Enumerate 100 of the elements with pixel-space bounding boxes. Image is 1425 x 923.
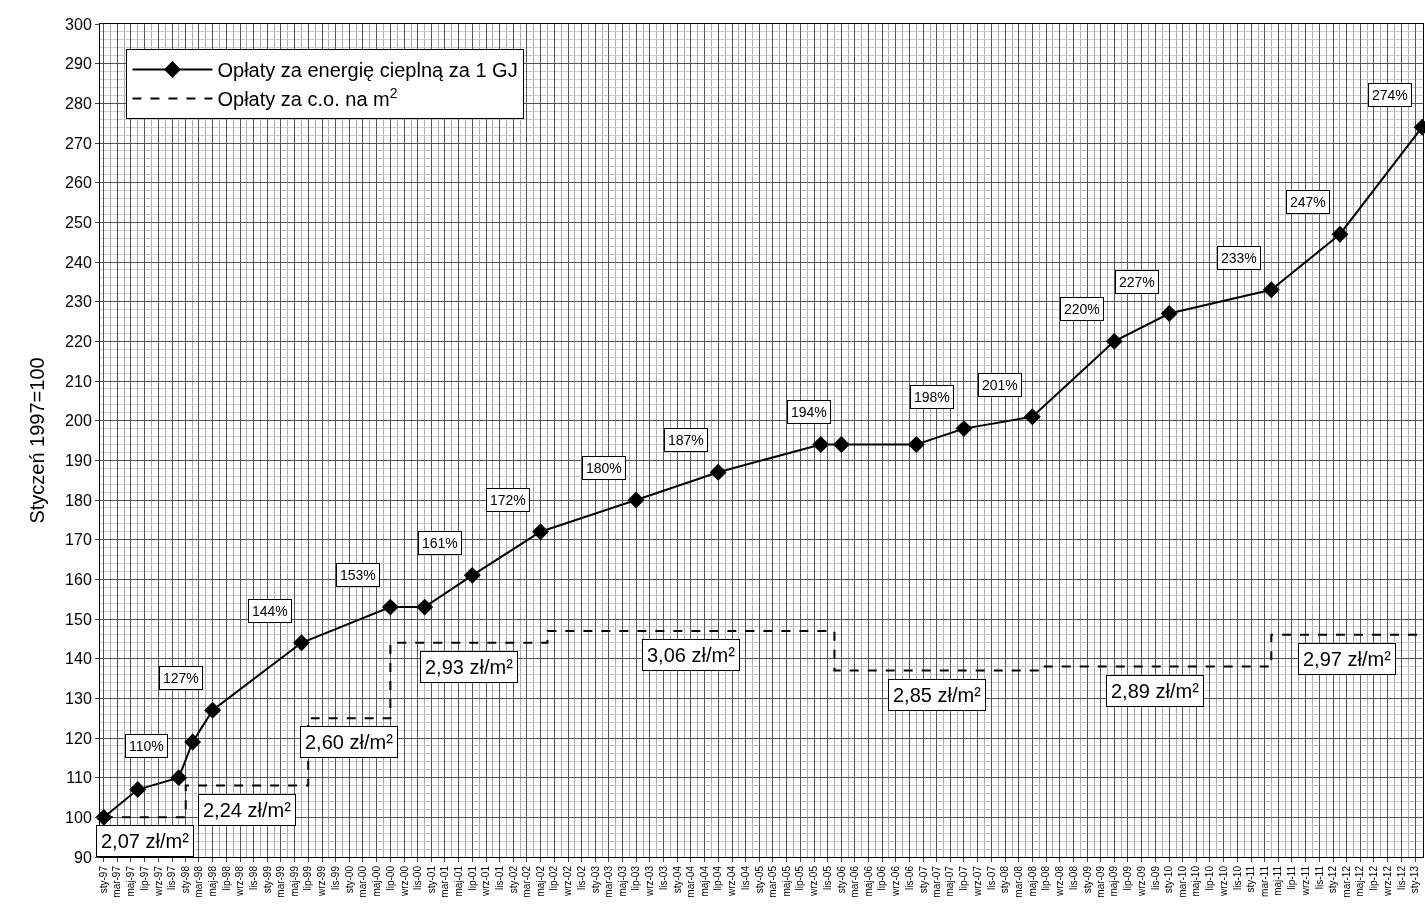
x-tick-label: lis-09 (1149, 865, 1161, 890)
x-tick-label: wrz-01 (480, 865, 492, 898)
x-tick-label: sty-13 (1409, 865, 1421, 894)
x-tick-label: mar-07 (930, 865, 942, 898)
legend-label: Opłaty za c.o. na m$^{2}$ (217, 84, 398, 111)
point (1262, 281, 1280, 299)
data-label: 201% (982, 377, 1018, 393)
x-tick-label: mar-12 (1340, 865, 1352, 898)
x-tick-label: lis-05 (821, 865, 833, 890)
data-label: 274% (1372, 87, 1408, 103)
annotation: 2,89 zł/m² (1111, 680, 1200, 702)
x-tick-label: sty-00 (343, 865, 355, 894)
y-tick-label: 160 (65, 570, 92, 588)
x-tick-label: sty-02 (507, 865, 519, 894)
y-tick-label: 150 (65, 610, 92, 628)
x-tick-label: mar-03 (602, 865, 614, 898)
x-tick-label: mar-99 (275, 865, 287, 898)
y-tick-label: 260 (65, 174, 92, 192)
y-tick-label: 170 (65, 531, 92, 549)
data-label: 153% (340, 567, 376, 583)
x-tick-label: lis-06 (903, 865, 915, 890)
x-tick-label: lip-99 (302, 865, 314, 891)
y-tick-label: 110 (66, 769, 92, 787)
x-tick-label: lis-02 (576, 865, 588, 890)
x-tick-label: mar-05 (766, 865, 778, 898)
x-tick-label: sty-08 (999, 865, 1011, 894)
data-label: 172% (490, 492, 526, 508)
y-tick-label: 290 (65, 55, 92, 73)
y-tick-label: 90 (74, 848, 92, 866)
x-tick-label: lis-12 (1395, 865, 1407, 890)
annotation: 2,97 zł/m² (1303, 648, 1392, 670)
y-tick-label: 270 (65, 134, 92, 152)
annotation: 2,85 zł/m² (893, 684, 982, 706)
data-label: 220% (1064, 301, 1100, 317)
y-tick-label: 130 (65, 689, 92, 707)
x-tick-label: lip-04 (712, 865, 724, 891)
y-axis-title: Styczeń 1997=100 (25, 357, 48, 524)
point (627, 491, 645, 509)
point (381, 598, 399, 616)
x-tick-label: sty-06 (835, 865, 847, 894)
x-tick-label: wrz-00 (398, 865, 410, 898)
x-tick-label: maj-11 (1272, 865, 1284, 896)
x-tick-label: sty-01 (425, 865, 437, 894)
x-tick-label: lip-03 (630, 865, 642, 891)
x-tick-label: lip-08 (1040, 865, 1052, 891)
y-tick-label: 190 (65, 451, 92, 469)
x-tick-label: lis-04 (740, 865, 752, 890)
x-tick-label: sty-98 (179, 865, 191, 894)
x-tick-label: mar-04 (685, 865, 697, 898)
x-tick-label: mar-00 (357, 865, 369, 898)
x-tick-label: wrz-98 (234, 865, 246, 898)
x-tick-label: maj-08 (1026, 865, 1038, 897)
x-tick-label: maj-06 (862, 865, 874, 897)
x-tick-label: lis-08 (1067, 865, 1079, 890)
point (532, 523, 549, 541)
x-tick-label: wrz-05 (808, 865, 820, 898)
data-label: 161% (422, 535, 458, 551)
x-tick-label: maj-05 (780, 865, 792, 897)
point (1160, 305, 1178, 323)
x-tick-label: maj-00 (370, 865, 382, 897)
y-tick-label: 220 (65, 332, 92, 350)
annotation: 2,07 zł/m² (101, 830, 190, 852)
data-label: 198% (914, 389, 950, 405)
x-tick-label: wrz-04 (726, 865, 738, 898)
data-label: 110% (129, 738, 164, 754)
point (832, 436, 850, 453)
point (293, 634, 310, 652)
x-tick-label: wrz-97 (152, 865, 164, 898)
x-tick-label: maj-02 (534, 865, 546, 897)
x-tick-label: sty-10 (1163, 865, 1175, 894)
data-label: 187% (668, 432, 704, 448)
y-tick-label: 120 (65, 729, 92, 747)
y-tick-label: 240 (65, 253, 92, 271)
point (416, 598, 434, 616)
x-tick-label: lis-00 (412, 865, 424, 890)
x-tick-label: mar-10 (1176, 865, 1188, 898)
x-tick-label: lip-06 (876, 865, 888, 891)
x-tick-label: lip-09 (1122, 865, 1134, 891)
x-tick-label: sty-09 (1081, 865, 1093, 894)
x-tick-label: maj-09 (1108, 865, 1120, 897)
y-tick-label: 280 (65, 94, 92, 112)
x-tick-label: mar-01 (439, 865, 451, 898)
point (1023, 408, 1041, 426)
x-tick-label: wrz-06 (890, 865, 902, 898)
y-tick-label: 180 (65, 491, 92, 509)
x-tick-label: lis-98 (248, 865, 260, 890)
annotation: 2,24 zł/m² (203, 799, 292, 821)
data-label: 227% (1119, 274, 1155, 290)
x-tick-label: maj-98 (206, 865, 218, 897)
x-tick-label: sty-12 (1327, 865, 1339, 894)
x-tick-label: sty-99 (261, 865, 273, 894)
data-label: 194% (791, 404, 827, 420)
x-tick-label: lip-07 (958, 865, 970, 891)
y-tick-label: 230 (65, 293, 92, 311)
x-tick-label: maj-97 (124, 865, 136, 897)
point (170, 769, 188, 787)
point (709, 463, 727, 481)
x-tick-label: wrz-10 (1217, 865, 1229, 898)
x-tick-label: lip-05 (794, 865, 806, 891)
point (129, 781, 147, 799)
